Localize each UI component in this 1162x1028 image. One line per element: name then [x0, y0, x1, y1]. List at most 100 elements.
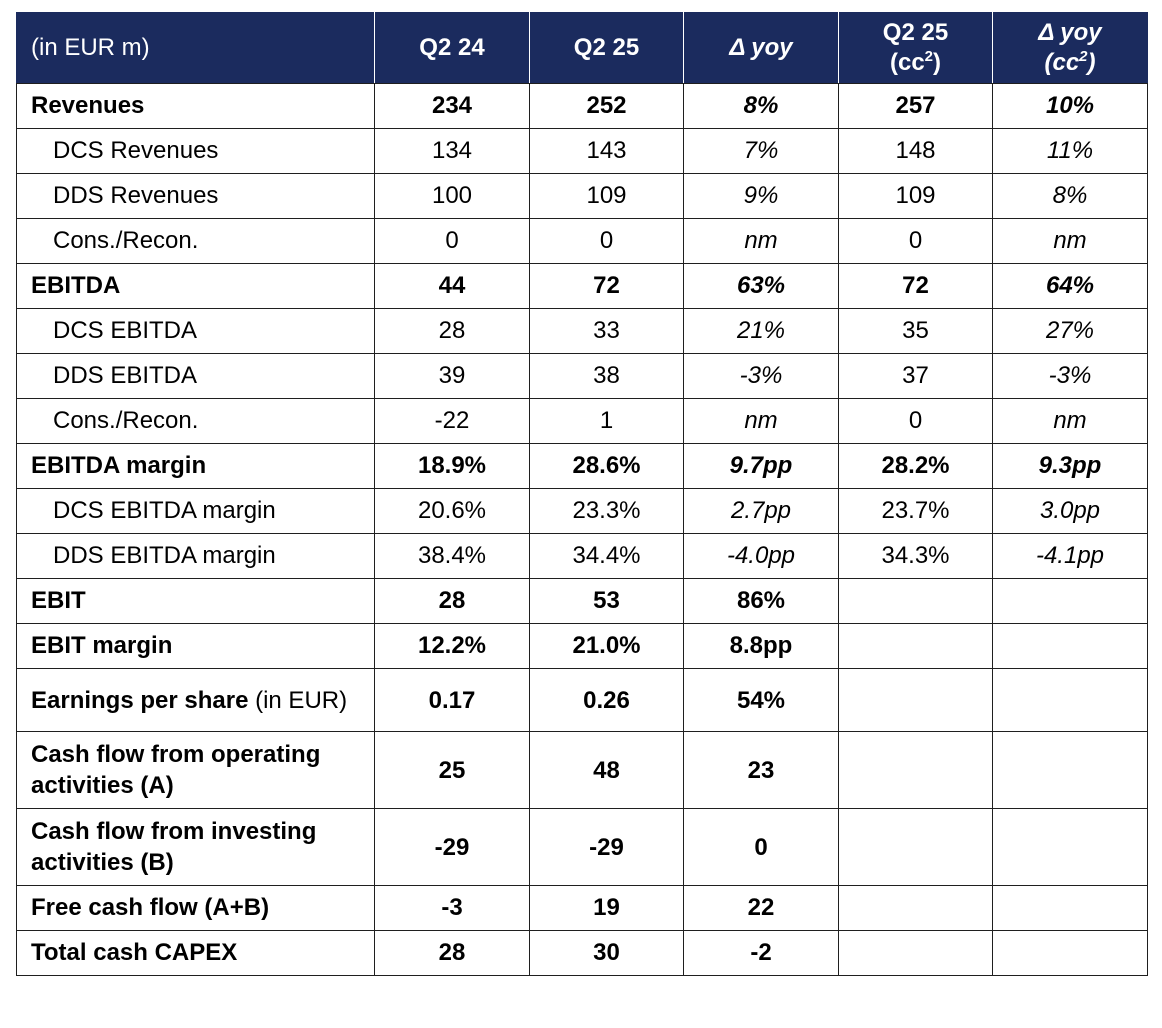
table-row: Cash flow from operating activities (A) 2… [16, 731, 1148, 809]
cell-q2-25: 28.6% [529, 443, 684, 489]
table-row: Cons./Recon. -22 1 nm 0 nm [16, 398, 1148, 444]
row-label: EBIT margin [16, 623, 375, 669]
row-label: Free cash flow (A+B) [16, 885, 375, 931]
cell-q2-25-cc-empty [838, 930, 993, 976]
cell-q2-25-cc: 72 [838, 263, 993, 309]
cell-yoy-cc: 10% [992, 83, 1148, 129]
row-label: DCS EBITDA [16, 308, 375, 354]
row-label: DDS EBITDA [16, 353, 375, 399]
cell-yoy-cc: -3% [992, 353, 1148, 399]
row-label-line2: activities (A) [31, 772, 174, 799]
yoy-cc-header-line2a: (cc [1044, 49, 1080, 76]
cell-q2-25: 23.3% [529, 488, 684, 534]
cell-q2-25: 53 [529, 578, 684, 624]
q2-24-header: Q2 24 [374, 12, 530, 84]
row-label: Revenues [16, 83, 375, 129]
cell-q2-25: 143 [529, 128, 684, 174]
q2-25-cc-header-line2a: (cc [889, 49, 925, 76]
cell-yoy-cc: nm [992, 218, 1148, 264]
cell-yoy: 63% [683, 263, 839, 309]
cell-q2-25: 0.26 [529, 668, 684, 732]
row-label: Earnings per share (in EUR) [16, 668, 375, 732]
row-label-line1: Cash flow from investing [31, 818, 317, 845]
cell-yoy-cc: 9.3pp [992, 443, 1148, 489]
cell-q2-24: 0 [374, 218, 530, 264]
cell-q2-25-cc: 0 [838, 398, 993, 444]
cell-yoy-cc-empty [992, 668, 1148, 732]
cell-q2-25: 21.0% [529, 623, 684, 669]
financial-summary-table: (in EUR m) Q2 24 Q2 25 Δ yoy Q2 25 (cc2)… [16, 12, 1148, 976]
cell-q2-24: 100 [374, 173, 530, 219]
yoy-cc-footnote: 2 [1079, 48, 1088, 65]
cell-yoy-cc-empty [992, 808, 1148, 886]
cell-q2-24: -3 [374, 885, 530, 931]
table-row: EBIT 28 53 86% [16, 578, 1148, 624]
row-label: DCS EBITDA margin [16, 488, 375, 534]
cell-q2-25: 19 [529, 885, 684, 931]
cell-q2-25-cc-empty [838, 731, 993, 809]
table-row: Revenues 234 252 8% 257 10% [16, 83, 1148, 129]
cell-q2-25-cc-empty [838, 668, 993, 732]
q2-25-cc-header-line2b: ) [933, 49, 942, 76]
cell-q2-24: -29 [374, 808, 530, 886]
cell-q2-25: 72 [529, 263, 684, 309]
cell-yoy: 23 [683, 731, 839, 809]
cell-q2-24: 38.4% [374, 533, 530, 579]
cell-q2-25-cc-empty [838, 578, 993, 624]
cell-yoy: 8.8pp [683, 623, 839, 669]
table-row: DCS Revenues 134 143 7% 148 11% [16, 128, 1148, 174]
row-label: DCS Revenues [16, 128, 375, 174]
cell-q2-25: 252 [529, 83, 684, 129]
cell-yoy: 9% [683, 173, 839, 219]
cell-q2-25-cc: 34.3% [838, 533, 993, 579]
cell-q2-25: 48 [529, 731, 684, 809]
cell-q2-25-cc: 23.7% [838, 488, 993, 534]
row-label-line1: Cash flow from operating [31, 741, 321, 768]
cell-yoy: -4.0pp [683, 533, 839, 579]
cell-yoy-cc-empty [992, 930, 1148, 976]
cell-yoy: nm [683, 218, 839, 264]
row-label-unit: (in EUR) [248, 686, 348, 714]
cell-yoy: -2 [683, 930, 839, 976]
row-label: Cons./Recon. [16, 218, 375, 264]
cell-q2-24: 0.17 [374, 668, 530, 732]
cell-q2-25: 30 [529, 930, 684, 976]
cell-q2-25-cc-empty [838, 885, 993, 931]
cell-yoy: 9.7pp [683, 443, 839, 489]
cell-yoy-cc-empty [992, 578, 1148, 624]
cell-yoy-cc-empty [992, 731, 1148, 809]
q2-25-header: Q2 25 [529, 12, 684, 84]
row-label: Total cash CAPEX [16, 930, 375, 976]
cell-yoy-cc: -4.1pp [992, 533, 1148, 579]
table-row: Earnings per share (in EUR) 0.17 0.26 54… [16, 668, 1148, 732]
table-row: EBITDA margin 18.9% 28.6% 9.7pp 28.2% 9.… [16, 443, 1148, 489]
cell-q2-25-cc: 37 [838, 353, 993, 399]
cell-q2-24: 234 [374, 83, 530, 129]
table-row: DDS EBITDA 39 38 -3% 37 -3% [16, 353, 1148, 399]
table-row: DDS Revenues 100 109 9% 109 8% [16, 173, 1148, 219]
row-label: EBIT [16, 578, 375, 624]
cell-q2-25-cc-empty [838, 808, 993, 886]
q2-25-cc-footnote: 2 [924, 48, 934, 65]
yoy-header: Δ yoy [683, 12, 839, 84]
cell-q2-24: 134 [374, 128, 530, 174]
cell-yoy-cc: 8% [992, 173, 1148, 219]
cell-q2-24: 25 [374, 731, 530, 809]
cell-yoy: 8% [683, 83, 839, 129]
cell-q2-24: 28 [374, 308, 530, 354]
cell-q2-24: -22 [374, 398, 530, 444]
table-row: EBIT margin 12.2% 21.0% 8.8pp [16, 623, 1148, 669]
q2-25-cc-header-line1: Q2 25 [882, 19, 949, 46]
table-row: EBITDA 44 72 63% 72 64% [16, 263, 1148, 309]
cell-q2-25-cc: 148 [838, 128, 993, 174]
row-label: DDS EBITDA margin [16, 533, 375, 579]
cell-yoy: 21% [683, 308, 839, 354]
table-row: DCS EBITDA margin 20.6% 23.3% 2.7pp 23.7… [16, 488, 1148, 534]
cell-yoy: 86% [683, 578, 839, 624]
table-row: Total cash CAPEX 28 30 -2 [16, 930, 1148, 976]
row-label: EBITDA margin [16, 443, 375, 489]
unit-header: (in EUR m) [16, 12, 375, 84]
table-row: Free cash flow (A+B) -3 19 22 [16, 885, 1148, 931]
cell-yoy-cc: 11% [992, 128, 1148, 174]
cell-yoy: -3% [683, 353, 839, 399]
